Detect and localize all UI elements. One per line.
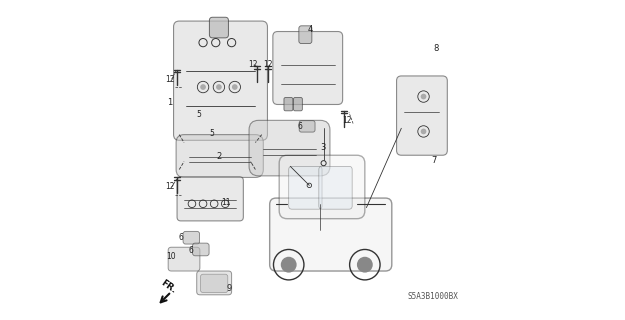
FancyBboxPatch shape (176, 135, 263, 178)
Circle shape (421, 94, 426, 100)
FancyBboxPatch shape (319, 166, 352, 209)
Text: 2: 2 (216, 152, 222, 161)
FancyBboxPatch shape (279, 155, 365, 219)
Text: 10: 10 (166, 252, 176, 261)
Text: 3: 3 (321, 143, 326, 152)
FancyBboxPatch shape (299, 121, 315, 132)
FancyBboxPatch shape (183, 231, 199, 244)
FancyBboxPatch shape (284, 98, 293, 111)
FancyBboxPatch shape (201, 274, 228, 292)
Circle shape (216, 84, 222, 90)
Text: 4: 4 (308, 25, 313, 35)
Text: 12: 12 (165, 75, 174, 84)
FancyBboxPatch shape (249, 120, 330, 176)
FancyBboxPatch shape (174, 21, 268, 140)
Text: 8: 8 (434, 44, 439, 53)
FancyBboxPatch shape (177, 177, 243, 221)
Circle shape (421, 129, 426, 134)
Circle shape (357, 257, 372, 273)
Text: S5A3B1000BX: S5A3B1000BX (408, 292, 459, 301)
Text: 9: 9 (226, 284, 231, 293)
Text: 1: 1 (168, 99, 172, 108)
FancyBboxPatch shape (209, 17, 228, 38)
FancyBboxPatch shape (289, 166, 322, 209)
Text: 11: 11 (221, 198, 231, 207)
FancyBboxPatch shape (294, 98, 302, 111)
Text: 12: 12 (342, 116, 351, 125)
FancyBboxPatch shape (269, 198, 392, 271)
Text: 12: 12 (248, 60, 258, 69)
FancyBboxPatch shape (168, 247, 200, 271)
Text: 5: 5 (197, 109, 202, 118)
FancyBboxPatch shape (192, 243, 209, 256)
FancyBboxPatch shape (299, 26, 312, 44)
Circle shape (281, 257, 297, 273)
Text: 12: 12 (263, 60, 273, 69)
Text: 6: 6 (179, 233, 184, 242)
FancyBboxPatch shape (197, 271, 232, 295)
FancyBboxPatch shape (273, 32, 342, 105)
Text: FR.: FR. (159, 278, 177, 295)
Text: 7: 7 (431, 156, 437, 164)
Text: 5: 5 (209, 129, 214, 138)
Text: 12: 12 (165, 182, 174, 191)
Text: 6: 6 (188, 246, 193, 255)
Circle shape (232, 84, 238, 90)
Circle shape (200, 84, 206, 90)
FancyBboxPatch shape (397, 76, 448, 155)
Text: 6: 6 (298, 122, 302, 131)
